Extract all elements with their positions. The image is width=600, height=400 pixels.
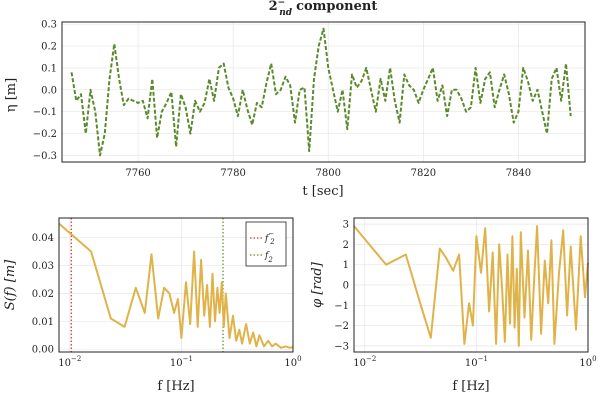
x-tick-label: 7840 [506,168,531,179]
axes-frame [61,21,586,163]
x-tick-exponent: −2 [71,355,81,363]
x-tick-base: 10 [579,358,592,369]
plot-area [70,27,572,157]
time-series-panel: 2− nd component 7760 7780 7800 7820 7840 −0.3−… [4,0,586,199]
x-tick-exponent: −2 [366,355,376,363]
y-tick-label: −2 [334,321,349,332]
x-tick-labels: 7760 7780 7800 7820 7840 [125,168,531,179]
y-tick-label: −3 [334,341,349,352]
y-tick-label: 1 [343,260,349,271]
x-tick-base: 10 [353,358,366,369]
series-line [70,27,572,157]
axes-frame [58,217,294,353]
y-tick-label: 0.00 [32,345,54,356]
y-tick-labels: 0.00 0.01 0.02 0.03 0.04 [32,233,54,356]
y-tick-labels: −0.3 −0.2 −0.1 0.0 0.1 0.2 0.3 [33,20,57,162]
x-tick-exponent: 0 [592,355,596,363]
x-tick-label: 7800 [316,168,341,179]
series-line [353,225,589,347]
plot-area [353,225,589,347]
x-tick-label: 10−2 [353,355,376,369]
y-tick-label: 0.03 [32,261,54,272]
x-axis-label: f [Hz] [452,379,489,394]
title-superscript: − [278,0,286,8]
x-tick-labels: 10−2 10−1 100 [58,355,301,369]
x-tick-exponent: 0 [297,355,301,363]
legend-box [245,221,287,267]
y-axis-label: S(f) [m] [3,259,18,310]
y-tick-label: 0.1 [41,63,57,74]
axes-frame [353,217,589,353]
y-tick-label: 3 [343,220,349,231]
legend-label-sub: 2 [267,256,273,264]
legend-label-f2-minus: f− 2 [264,230,275,246]
legend-label-base: f [264,234,270,244]
x-tick-label: 10−2 [58,355,81,369]
y-tick-label: 0.04 [32,233,54,244]
legend-label-base: f [264,251,270,261]
legend: f− 2 f2 [245,221,287,267]
legend-label-sub: 2 [269,238,275,246]
title-base: 2 [269,0,278,14]
y-tick-label: −0.1 [33,107,57,118]
chart-title: 2− nd component [269,0,378,18]
x-tick-base: 10 [170,358,183,369]
y-axis-label: φ [rad] [310,261,325,308]
x-tick-label: 100 [579,355,596,369]
x-tick-label: 100 [284,355,301,369]
plot-area [58,218,294,352]
y-tick-label: −0.2 [33,129,57,140]
y-tick-label: 2 [343,240,349,251]
x-tick-exponent: −1 [478,355,488,363]
x-tick-base: 10 [465,358,478,369]
x-axis-label: f [Hz] [157,379,194,394]
title-subscript: nd [279,8,293,18]
y-axis-label: η [m] [4,78,19,112]
x-tick-label: 10−1 [170,355,193,369]
legend-label-f2: f2 [264,251,273,264]
y-tick-label: 0.01 [32,317,54,328]
series-line [58,222,294,349]
x-tick-label: 7780 [220,168,245,179]
y-tick-label: −1 [334,301,349,312]
x-tick-label: 10−1 [465,355,488,369]
x-tick-base: 10 [284,358,297,369]
title-rest: component [296,0,377,14]
grid [62,22,585,162]
legend-label-sup: − [268,230,274,238]
y-tick-label: 0 [343,281,349,292]
y-tick-label: 0.2 [41,42,57,53]
x-tick-label: 7760 [125,168,150,179]
y-tick-label: 0.02 [32,289,54,300]
x-axis-label: t [sec] [302,184,343,199]
x-tick-base: 10 [58,358,71,369]
y-tick-label: 0.3 [41,20,57,31]
spectrum-panel: 10−2 10−1 100 0.000.010.020.030.04 f [Hz] … [3,217,302,394]
x-tick-labels: 10−2 10−1 100 [353,355,596,369]
y-tick-label: 0.0 [41,85,57,96]
y-tick-label: −0.3 [33,151,57,162]
x-tick-exponent: −1 [183,355,193,363]
y-tick-labels: −3 −2 −1 0 1 2 3 [334,220,349,353]
x-tick-label: 7820 [411,168,436,179]
